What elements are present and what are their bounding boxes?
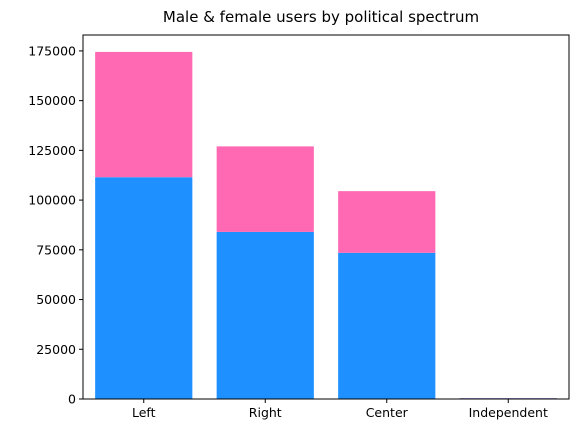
x-tick-label-independent: Independent	[469, 405, 548, 420]
y-tick-label: 25000	[36, 342, 76, 357]
y-tick-label: 50000	[36, 292, 76, 307]
y-tick-label: 175000	[28, 43, 76, 58]
x-tick-label-center: Center	[366, 405, 409, 420]
y-tick-label: 75000	[36, 242, 76, 257]
y-tick-label: 100000	[28, 193, 76, 208]
chart-title: Male & female users by political spectru…	[163, 8, 479, 26]
plot-frame	[82, 34, 570, 400]
bars-group	[95, 51, 557, 399]
x-tick-label-left: Left	[132, 405, 156, 420]
bar-right-series-1	[216, 146, 314, 232]
x-axis-ticks: Left Right Center Independent	[132, 399, 548, 420]
y-axis-ticks: 0 25000 50000 75000 100000 125000 150000 175000	[28, 43, 83, 407]
y-tick-label: 125000	[28, 143, 76, 158]
y-tick-label: 150000	[28, 93, 76, 108]
bar-center-series-0	[338, 252, 436, 399]
bar-left-series-1	[95, 51, 193, 178]
y-tick-label: 0	[68, 392, 76, 407]
bar-right-series-0	[216, 231, 314, 399]
bar-center-series-1	[338, 191, 436, 253]
x-tick-label-right: Right	[249, 405, 282, 420]
bar-left-series-0	[95, 177, 193, 399]
